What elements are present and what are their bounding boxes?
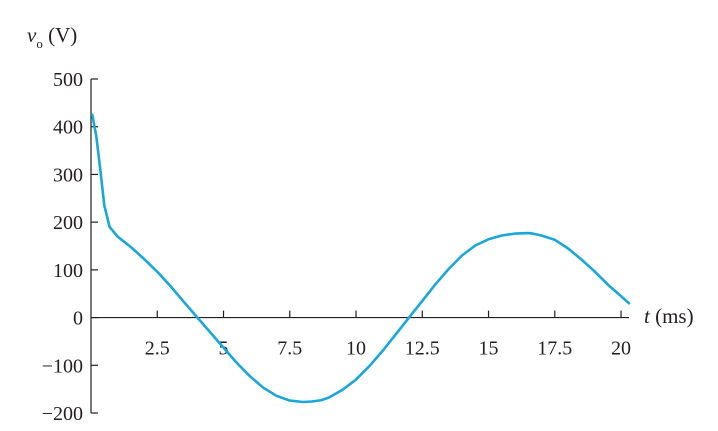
y-tick-label: 300	[53, 164, 83, 186]
series-layer	[91, 113, 631, 404]
x-tick-label: 2.5	[145, 338, 170, 360]
y-tick-label: −200	[42, 403, 83, 425]
x-tick-label: 7.5	[277, 338, 302, 360]
y-tick-label: 0	[73, 308, 83, 330]
y-tick-label: 400	[53, 117, 83, 139]
x-axis-title: t (ms)	[644, 304, 694, 328]
x-tick-label: 20	[611, 338, 631, 360]
series-line	[91, 113, 631, 404]
x-axis: 2.5 5 7.5 10 12.5 15 17.5 20	[91, 310, 631, 360]
y-tick-label: −100	[42, 355, 83, 377]
y-axis-title: vo (V)	[27, 23, 77, 51]
y-tick-label: 100	[53, 260, 83, 282]
x-tick-label: 17.5	[537, 338, 572, 360]
x-tick-label: 12.5	[405, 338, 440, 360]
y-tick-label: 200	[53, 212, 83, 234]
x-tick-label: 10	[346, 338, 366, 360]
y-tick-label: 500	[53, 69, 83, 91]
y-axis: 500 400 300 200 100 0 −100 −200	[42, 69, 98, 425]
x-tick-label: 15	[479, 338, 499, 360]
